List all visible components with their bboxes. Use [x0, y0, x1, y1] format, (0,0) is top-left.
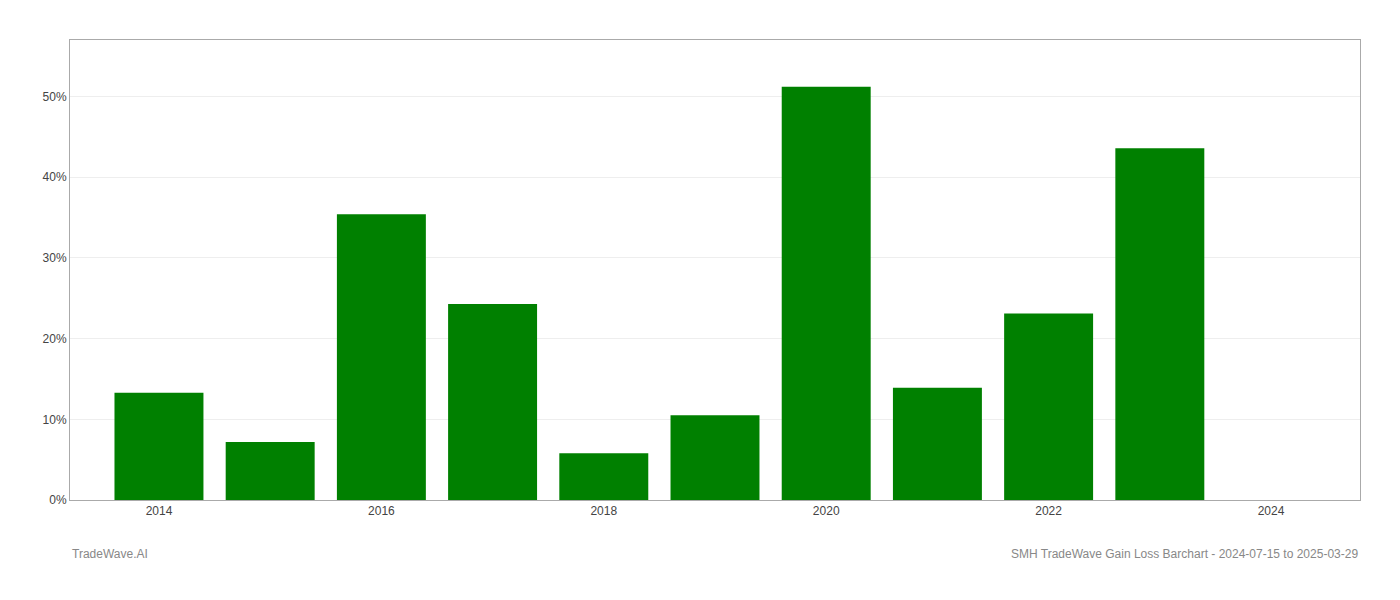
svg-text:2018: 2018 — [590, 504, 617, 518]
svg-text:TradeWave.AI: TradeWave.AI — [72, 547, 148, 561]
svg-text:2020: 2020 — [813, 504, 840, 518]
svg-text:40%: 40% — [43, 170, 67, 184]
svg-text:SMH TradeWave Gain Loss Barcha: SMH TradeWave Gain Loss Barchart - 2024-… — [1011, 547, 1358, 561]
svg-text:30%: 30% — [43, 251, 67, 265]
svg-text:2024: 2024 — [1258, 504, 1285, 518]
svg-text:10%: 10% — [43, 413, 67, 427]
svg-text:0%: 0% — [49, 493, 67, 507]
svg-text:20%: 20% — [43, 332, 67, 346]
svg-text:2016: 2016 — [368, 504, 395, 518]
svg-text:50%: 50% — [43, 90, 67, 104]
svg-text:2022: 2022 — [1035, 504, 1062, 518]
svg-text:2014: 2014 — [146, 504, 173, 518]
